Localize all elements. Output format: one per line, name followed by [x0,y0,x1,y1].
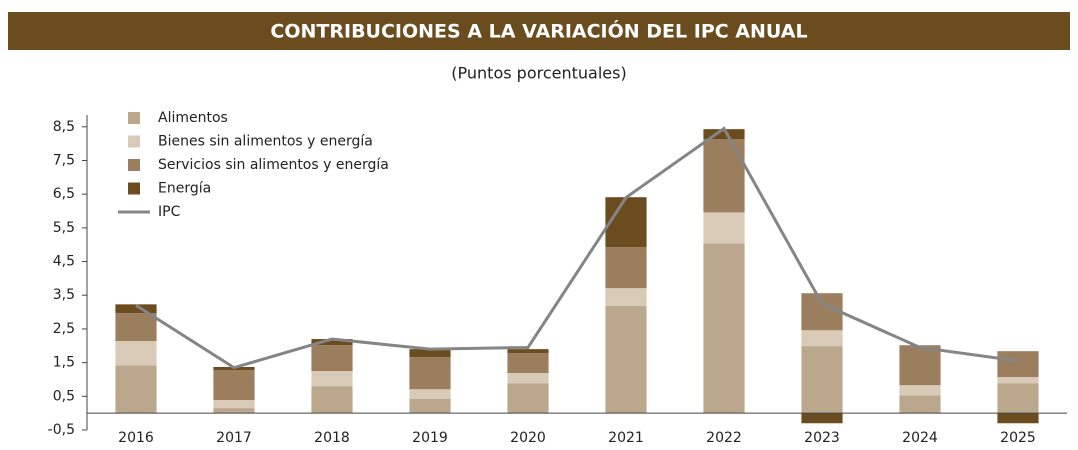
y-tick-label: 5,5 [53,220,75,236]
bar-segment [311,345,353,372]
bar-segment [703,243,745,414]
x-tick-label: 2020 [510,430,546,446]
y-tick-label: 8,5 [53,119,75,135]
chart-subtitle: (Puntos porcentuales) [451,64,626,83]
x-tick-label: 2023 [804,430,840,446]
bar-segment [703,212,745,244]
bar-segment [801,346,843,414]
bar-segment [997,377,1039,384]
bar-segment [507,373,549,384]
y-tick-label: -0,5 [48,422,75,438]
bar-segment [115,304,157,314]
bar-segment [311,371,353,387]
y-tick-label: 3,5 [53,287,75,303]
x-tick-label: 2021 [608,430,644,446]
bar-segment [409,389,451,400]
bar-segment [997,383,1039,414]
bar-segment [311,339,353,346]
x-tick-label: 2024 [902,430,938,446]
legend-label: Bienes sin alimentos y energía [158,134,373,150]
bar-segment [801,413,843,424]
bar-segment [605,288,647,307]
x-tick-label: 2022 [706,430,742,446]
legend-label: IPC [158,204,181,220]
bar-segment [997,351,1039,378]
x-tick-label: 2017 [216,430,252,446]
y-tick-label: 4,5 [53,254,75,270]
bar-segment [213,400,255,409]
legend-swatch [128,112,140,124]
bar-segment [899,395,941,414]
legend-label: Energía [158,181,211,197]
x-tick-label: 2019 [412,430,448,446]
bar-segment [213,370,255,401]
bar-segment [801,330,843,347]
legend-swatch [128,159,140,171]
bar-segment [703,129,745,140]
x-tick-label: 2016 [118,430,154,446]
bar-segment [409,349,451,358]
bar-segment [507,353,549,374]
bar-segment [899,346,941,386]
bar-segment [115,365,157,414]
bar-segment [605,197,647,248]
legend-label: Alimentos [158,110,228,126]
bar-segment [409,399,451,414]
legend-swatch [128,135,140,148]
ipc-line [135,126,1019,370]
y-tick-label: 2,5 [53,321,75,337]
title-banner [8,12,1070,50]
y-tick-label: 0,5 [53,388,75,404]
bar-segment [507,349,549,354]
bar-segment [507,383,549,414]
bar-segment [703,139,745,213]
bar-segment [899,345,941,347]
x-tick-label: 2025 [1000,430,1036,446]
bar-segment [311,386,353,414]
y-tick-label: 1,5 [53,355,75,371]
bar-segment [115,341,157,366]
legend-label: Servicios sin alimentos y energía [158,157,389,173]
y-tick-label: 6,5 [53,186,75,202]
bar-segment [997,413,1039,424]
bar-segment [605,247,647,289]
bar-segment [605,306,647,414]
bar-segment [899,385,941,396]
y-tick-label: 7,5 [53,152,75,168]
bar-segment [213,408,255,414]
x-tick-label: 2018 [314,430,350,446]
bar-segment [115,313,157,342]
bar-segment [409,357,451,390]
bar-segment [801,293,843,331]
legend-swatch [128,182,140,195]
chart-title: CONTRIBUCIONES A LA VARIACIÓN DEL IPC AN… [270,19,807,43]
